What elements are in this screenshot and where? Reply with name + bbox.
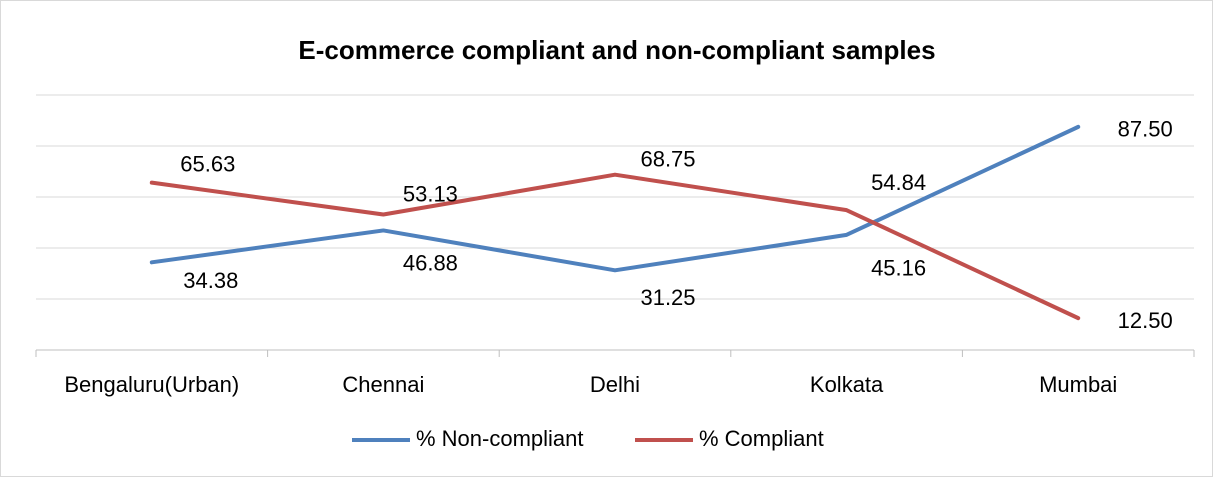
data-label: 65.63 xyxy=(180,151,235,176)
x-tick-label: Bengaluru(Urban) xyxy=(64,372,239,397)
series-line xyxy=(149,172,1081,321)
data-label: 54.84 xyxy=(871,170,926,195)
data-label: 68.75 xyxy=(640,147,695,172)
x-tick-label: Chennai xyxy=(342,372,424,397)
data-label: 31.25 xyxy=(640,285,695,310)
legend-label: % Compliant xyxy=(699,426,824,451)
x-tick-label: Mumbai xyxy=(1039,372,1117,397)
x-tick-label: Kolkata xyxy=(810,372,884,397)
data-label: 87.50 xyxy=(1118,117,1173,142)
legend-label: % Non-compliant xyxy=(416,426,584,451)
data-label: 12.50 xyxy=(1118,308,1173,333)
series-line xyxy=(149,124,1081,273)
data-label: 46.88 xyxy=(403,250,458,275)
x-tick-label: Delhi xyxy=(590,372,640,397)
data-label: 45.16 xyxy=(871,256,926,281)
data-label: 53.13 xyxy=(403,181,458,206)
data-label: 34.38 xyxy=(183,268,238,293)
chart-title: E-commerce compliant and non-compliant s… xyxy=(298,35,935,65)
